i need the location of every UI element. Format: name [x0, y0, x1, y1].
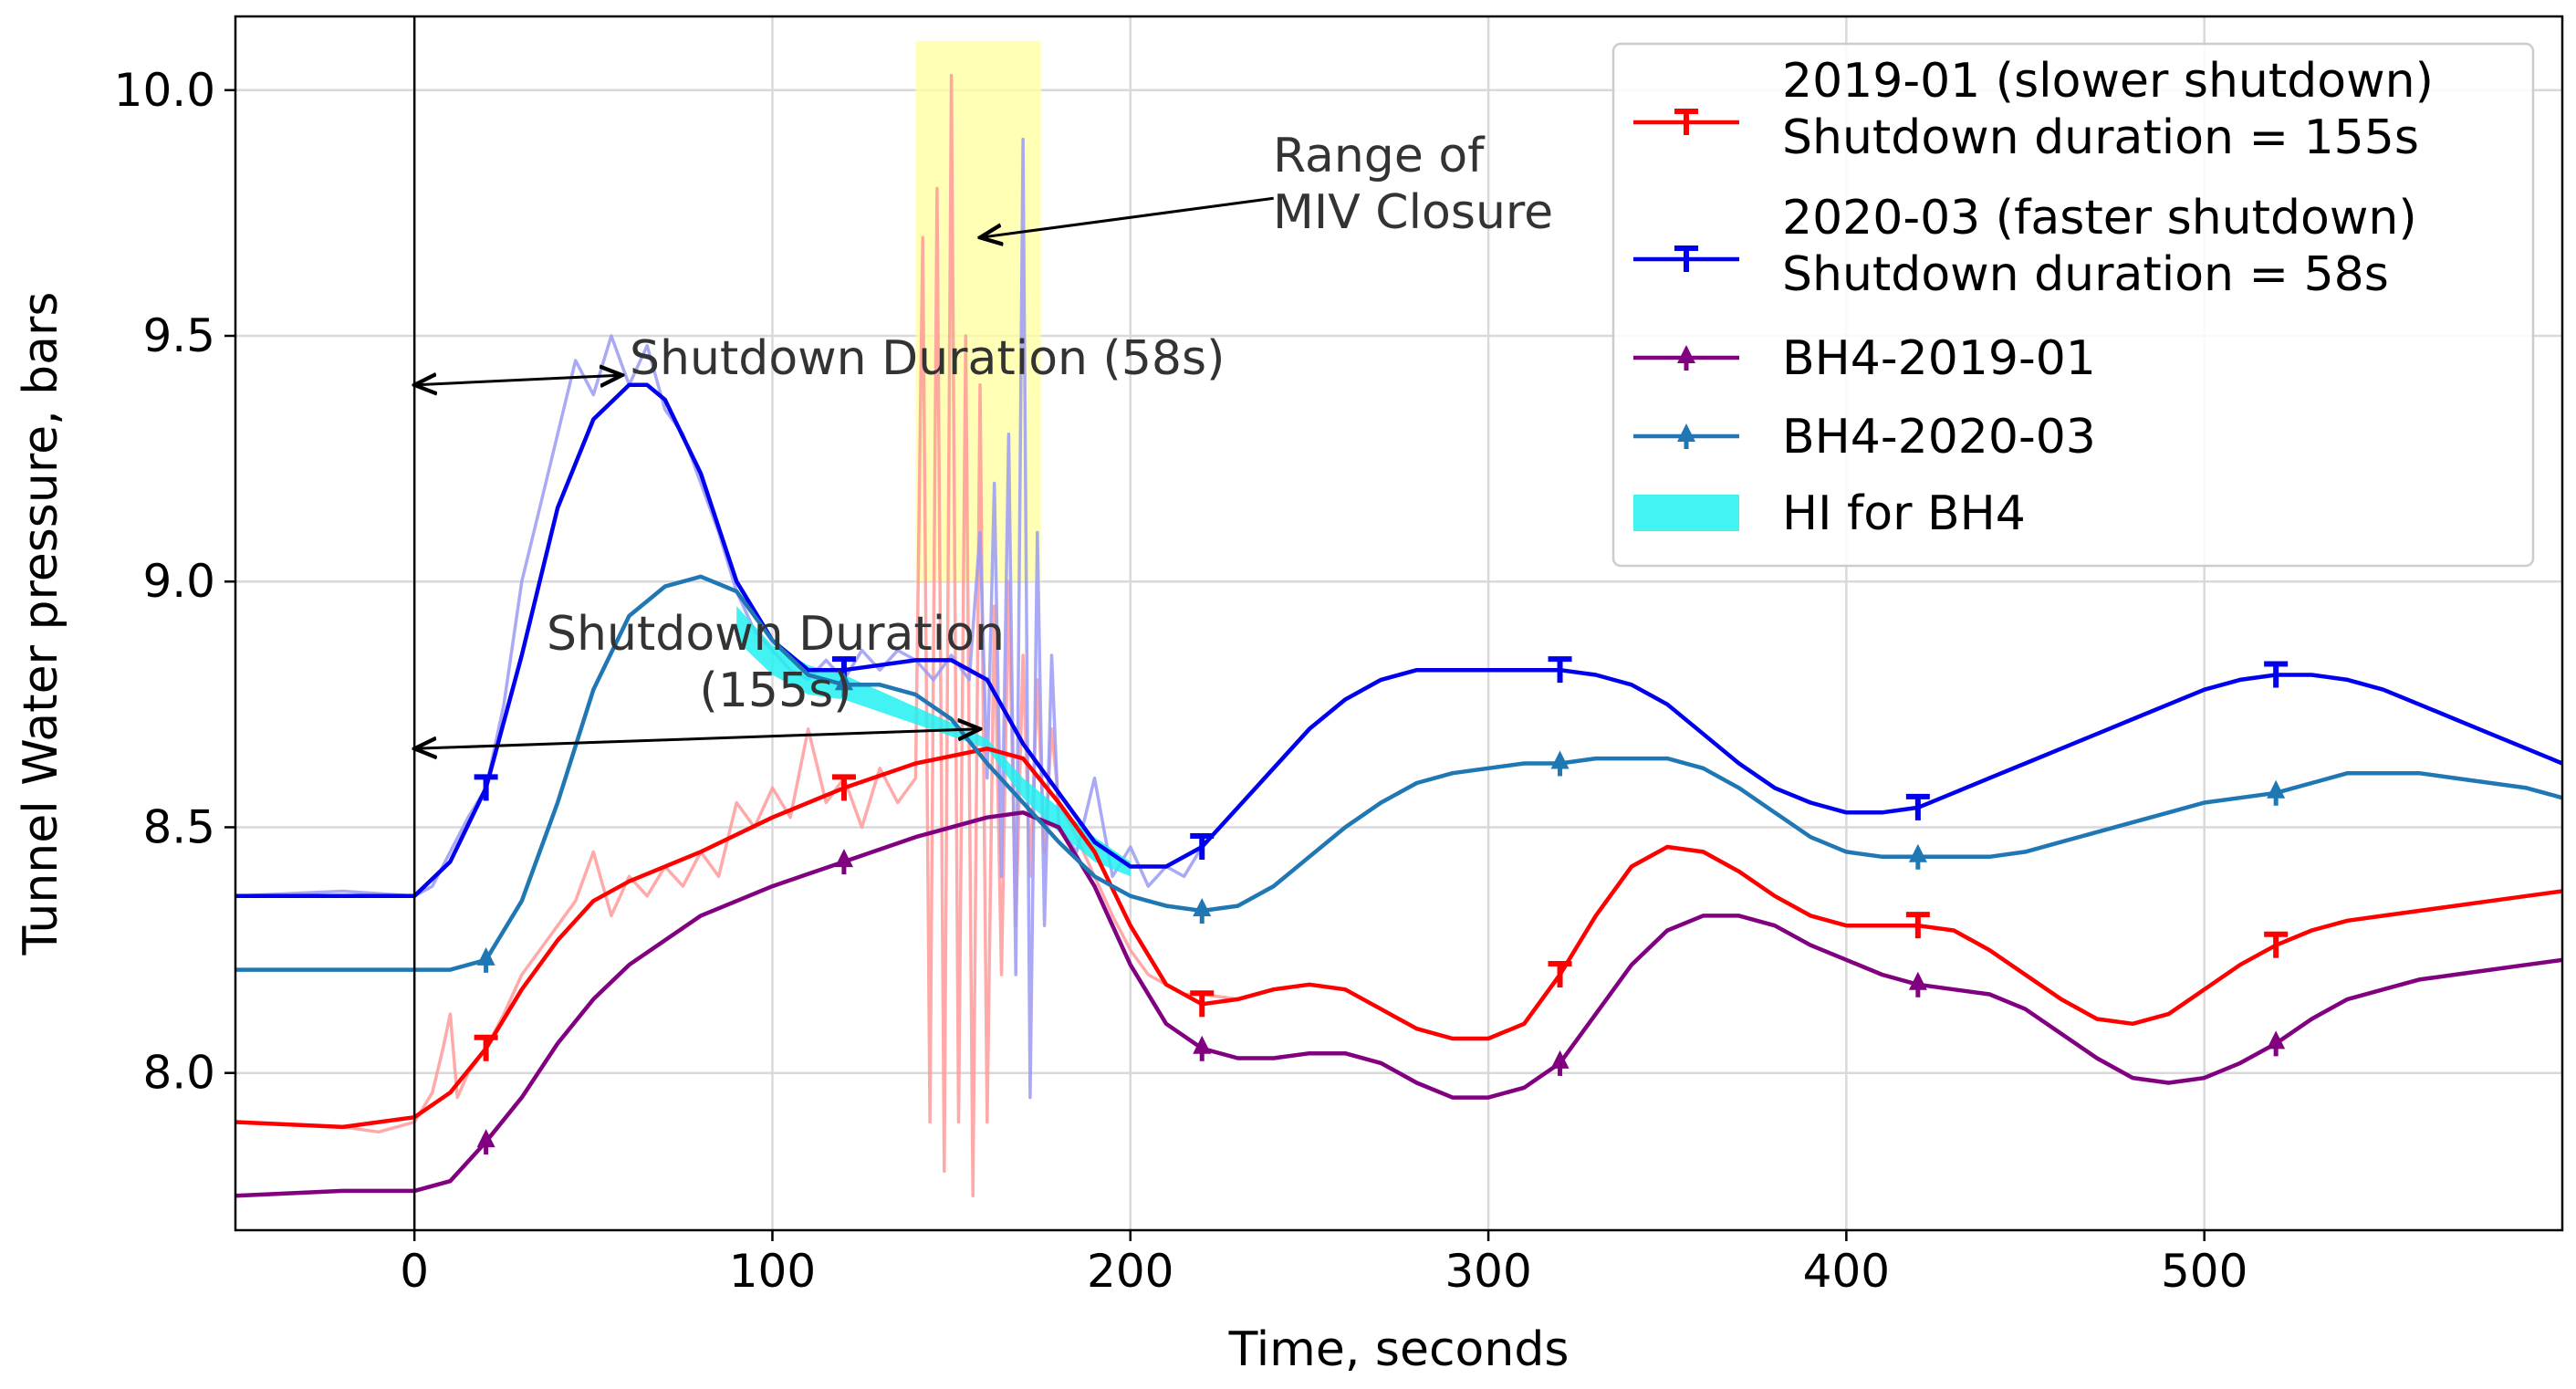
series-marker	[1908, 843, 1927, 870]
series-marker	[474, 1034, 498, 1061]
series-marker	[476, 946, 495, 973]
series-line	[235, 382, 2562, 899]
y-tick-label: 9.0	[142, 555, 215, 608]
legend-marker	[1677, 345, 1695, 371]
series-marker	[1550, 1050, 1570, 1076]
annotation-line: Range of	[1273, 129, 1486, 183]
series-line	[235, 574, 2562, 972]
legend-label: 2019-01 (slower shutdown) Shutdown durati…	[1782, 54, 2434, 165]
annotation-text: Shutdown Duration (155s)	[547, 607, 1005, 718]
legend-marker	[1674, 109, 1698, 135]
series-marker	[1193, 898, 1212, 924]
annotations: Range of MIV Closure Shutdown Duration (58…	[414, 129, 1553, 748]
y-tick-label: 8.5	[142, 800, 215, 853]
y-tick-label: 8.0	[142, 1047, 215, 1100]
series-marker	[834, 672, 853, 698]
series-markers	[474, 656, 2289, 1155]
plot-frame	[234, 15, 2564, 1232]
legend-hi-label: HI for BH4	[1782, 486, 2026, 541]
series-marker	[474, 774, 498, 801]
hi-band-bh4	[736, 606, 1131, 877]
annotation-text: Range of MIV Closure	[1273, 129, 1553, 240]
series-marker	[2267, 1030, 2286, 1057]
x-tick-label: 0	[400, 1245, 429, 1298]
annotation-arrow	[414, 375, 622, 385]
annotation-text: Shutdown Duration (58s)	[630, 331, 1225, 386]
series-marker	[1548, 656, 1572, 684]
legend-label-line: BH4-2019-01	[1782, 331, 2096, 386]
annotation-line: Shutdown Duration (58s)	[630, 331, 1225, 386]
legend-box	[1611, 42, 2535, 568]
legend-label: 2020-03 (faster shutdown) Shutdown durati…	[1782, 191, 2417, 302]
series-marker	[834, 849, 853, 875]
x-tick-label: 100	[729, 1245, 816, 1298]
series-marker	[831, 774, 856, 801]
legend-label-line: 2020-03 (faster shutdown)	[1782, 191, 2417, 245]
legend-label-line: Shutdown duration = 58s	[1782, 247, 2389, 302]
legend-label: BH4-2020-03	[1782, 410, 2096, 465]
series-marker	[476, 1129, 495, 1155]
series-line	[235, 810, 2562, 1198]
series-marker	[1550, 750, 1570, 777]
series-marker	[1190, 833, 1215, 860]
series-lines	[235, 382, 2562, 1198]
series-marker	[2264, 931, 2289, 958]
legend-label: BH4-2019-01	[1782, 331, 2096, 386]
annotation-line: MIV Closure	[1273, 185, 1553, 240]
series-marker	[1193, 1035, 1212, 1061]
annotation-arrow	[980, 196, 1274, 237]
annotation-line: (155s)	[700, 663, 852, 718]
series-line	[235, 747, 2562, 1130]
x-tick-label: 400	[1803, 1245, 1890, 1298]
annotation-line: Shutdown Duration	[547, 607, 1005, 662]
series-marker	[1905, 912, 1930, 939]
y-tick-label: 10.0	[114, 64, 215, 117]
legend-marker	[1677, 423, 1695, 449]
y-axis-title: Tunnel Water pressure, bars	[14, 292, 68, 956]
series-marker	[2267, 779, 2286, 806]
series-marker	[1190, 990, 1215, 1018]
axes: 0 100 200 300 400 500 8.0 8.5 9.0 9.5 10.0	[114, 15, 2564, 1298]
x-axis-title: Time, seconds	[1228, 1322, 1570, 1377]
legend-marker	[1674, 245, 1698, 272]
legend: 2019-01 (slower shutdown) Shutdown durati…	[1611, 42, 2535, 568]
legend-label-line: BH4-2020-03	[1782, 410, 2096, 465]
x-tick-label: 200	[1087, 1245, 1173, 1298]
series-marker	[1548, 961, 1572, 987]
x-tick-label: 500	[2161, 1245, 2247, 1298]
legend-label-line: 2019-01 (slower shutdown)	[1782, 54, 2434, 109]
series-marker	[1905, 793, 1930, 820]
hi-band-layer	[736, 606, 1131, 877]
legend-label-line: Shutdown duration = 155s	[1782, 110, 2419, 165]
series-marker	[2264, 661, 2289, 688]
annotation-arrow	[414, 729, 980, 749]
x-tick-label: 300	[1444, 1245, 1531, 1298]
y-tick-label: 9.5	[142, 309, 215, 362]
legend-hi-swatch	[1633, 495, 1739, 531]
series-marker	[1908, 971, 1927, 997]
